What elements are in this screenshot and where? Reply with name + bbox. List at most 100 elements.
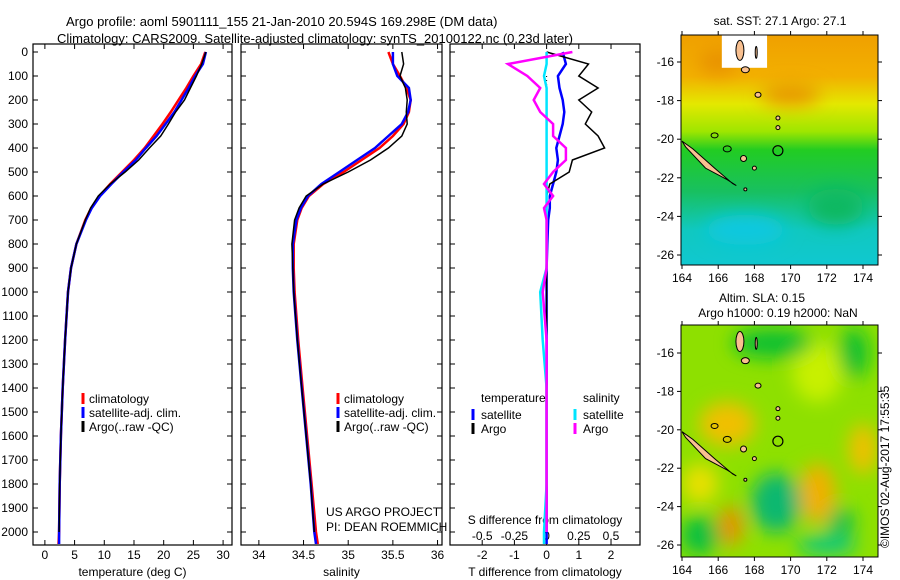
- x2-tick-label: -0.5: [472, 529, 493, 543]
- x2-tick-label: -0.25: [501, 529, 529, 543]
- legend-label: satellite-adj. clim.: [344, 406, 436, 420]
- argo-position-marker: [772, 435, 784, 447]
- reef-outline: [722, 145, 732, 153]
- island: [751, 456, 757, 462]
- island: [754, 91, 762, 98]
- sla-patch: [838, 328, 869, 378]
- map-lon-label: 166: [708, 271, 728, 285]
- x-tick-label: 25: [187, 548, 201, 562]
- x-tick-label: 34.5: [292, 548, 316, 562]
- map-lon-label: 172: [817, 563, 837, 577]
- sla-features: [681, 328, 877, 556]
- island: [735, 330, 745, 352]
- map-lat-label: -22: [657, 461, 675, 475]
- y-tick-label: 200: [8, 93, 28, 107]
- sla-patch: [681, 515, 721, 556]
- island: [740, 445, 748, 453]
- y-tick-label: 100: [8, 69, 28, 83]
- y-tick-label: 1700: [1, 453, 28, 467]
- map-lat-label: -20: [657, 132, 675, 146]
- new-caledonia-island: [681, 431, 737, 477]
- map-lon-label: 170: [781, 271, 801, 285]
- map-lat-label: -26: [657, 538, 675, 552]
- x-axis-label: T difference from climatology: [468, 565, 622, 579]
- map-lon-label: 164: [672, 271, 692, 285]
- y-tick-label: 700: [8, 213, 28, 227]
- y-tick-label: 300: [8, 117, 28, 131]
- panel-frame-0: [32, 43, 233, 546]
- series-line-satellite-adj-clim-: [291, 52, 412, 545]
- x-tick-label: 20: [157, 548, 171, 562]
- y-tick-label: 1600: [1, 429, 28, 443]
- island: [754, 45, 758, 59]
- y-tick-label: 1300: [1, 357, 28, 371]
- sla-patch: [792, 342, 843, 403]
- legend-label: satellite: [583, 408, 624, 422]
- x-tick-label: 0: [543, 548, 550, 562]
- x-tick-label: -2: [477, 548, 488, 562]
- x-tick-label: -1: [509, 548, 520, 562]
- x-tick-label: 36: [431, 548, 445, 562]
- series-line-climatology: [57, 51, 207, 545]
- reef-outline: [722, 435, 732, 443]
- sla-patch: [796, 535, 857, 555]
- legend-label: Argo(..raw -QC): [344, 420, 429, 434]
- map-lon-label: 166: [708, 563, 728, 577]
- missing-data-mask: [721, 35, 768, 68]
- new-caledonia-island: [681, 140, 737, 186]
- copyright-stamp: ©IMOS 02-Aug-2017 17:55:35: [878, 385, 892, 548]
- sst-green-patch: [807, 188, 864, 225]
- legend-title: temperature: [481, 391, 546, 405]
- map-lat-label: -24: [657, 500, 675, 514]
- series-line-s-argo: [504, 50, 573, 532]
- map-lon-label: 174: [853, 271, 873, 285]
- sla-map-title-1: Altim. SLA: 0.15: [719, 291, 805, 305]
- credit-line-2: PI: DEAN ROEMMICH: [326, 520, 448, 534]
- map-2-field: [681, 325, 878, 557]
- argo-position-marker: [772, 145, 784, 157]
- panel-frame-1: [240, 43, 443, 546]
- x2-tick-label: 0.25: [567, 529, 591, 543]
- sst-cool-patch: [705, 214, 786, 245]
- x-tick-label: 2: [608, 548, 615, 562]
- series-line-t-satellite: [545, 51, 568, 544]
- sla-patch: [827, 507, 856, 536]
- island: [775, 115, 781, 121]
- map-lon-label: 168: [744, 563, 764, 577]
- legend-label: climatology: [89, 392, 149, 406]
- reef-outline: [710, 422, 719, 429]
- map-lat-label: -18: [657, 384, 675, 398]
- y-tick-label: 600: [8, 189, 28, 203]
- island: [775, 125, 781, 131]
- sla-patch: [751, 472, 802, 533]
- x-tick-label: 34: [252, 548, 266, 562]
- sla-patch: [718, 505, 743, 546]
- map-lat-label: -18: [657, 94, 675, 108]
- y-tick-label: 1200: [1, 333, 28, 347]
- y-tick-label: 0: [21, 45, 28, 59]
- map-lon-label: 170: [781, 563, 801, 577]
- sla-map-title-2: Argo h1000: 0.19 h2000: NaN: [698, 306, 857, 320]
- x-tick-label: 35: [342, 548, 356, 562]
- x-tick-label: 0: [42, 548, 49, 562]
- y-tick-label: 1800: [1, 477, 28, 491]
- map-lon-label: 164: [672, 563, 692, 577]
- y-tick-label: 1000: [1, 285, 28, 299]
- sst-map-title: sat. SST: 27.1 Argo: 27.1: [714, 14, 847, 28]
- x-tick-label: 35.5: [381, 548, 405, 562]
- y-tick-label: 1500: [1, 405, 28, 419]
- x-tick-label: 10: [98, 548, 112, 562]
- y-tick-label: 1400: [1, 381, 28, 395]
- legend-label: Argo(..raw -QC): [89, 420, 174, 434]
- island: [751, 165, 757, 171]
- island: [754, 336, 758, 350]
- y-tick-label: 1100: [2, 309, 28, 323]
- island: [735, 39, 745, 61]
- y-tick-label: 2000: [1, 525, 28, 539]
- legend-label: climatology: [344, 392, 404, 406]
- y-tick-label: 500: [8, 165, 28, 179]
- y-tick-label: 900: [8, 261, 28, 275]
- sst-features: [698, 50, 864, 245]
